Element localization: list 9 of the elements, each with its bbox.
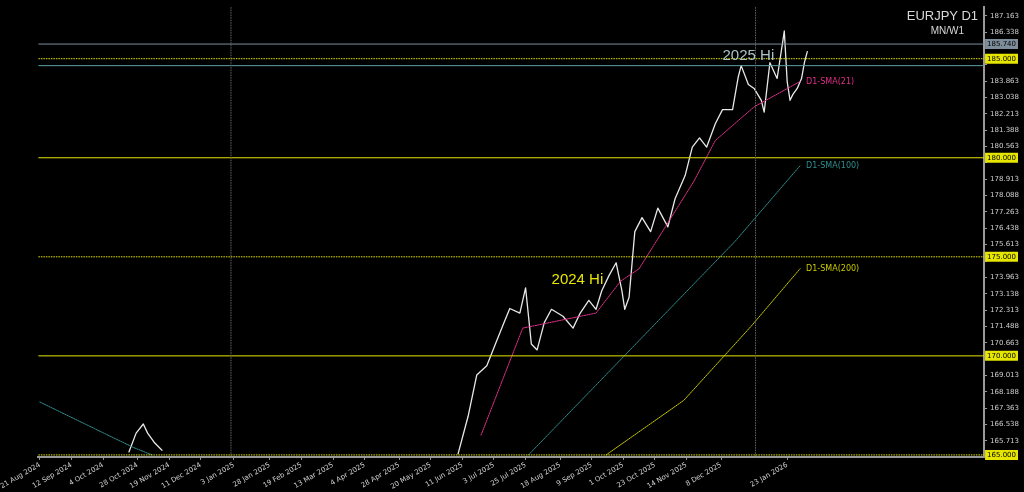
text: MN/W1 — [930, 24, 965, 36]
annotation: 2024 Hi — [551, 269, 604, 287]
annotation: 2025 Hi — [722, 46, 775, 64]
line-series — [480, 80, 801, 436]
line-series — [605, 268, 801, 456]
series-label: D1-SMA(200) — [806, 263, 860, 273]
series-label: D1-SMA(21) — [806, 76, 855, 86]
chart-title: EURJPY D1 — [906, 8, 979, 24]
series-label: D1-SMA(100) — [806, 160, 860, 170]
